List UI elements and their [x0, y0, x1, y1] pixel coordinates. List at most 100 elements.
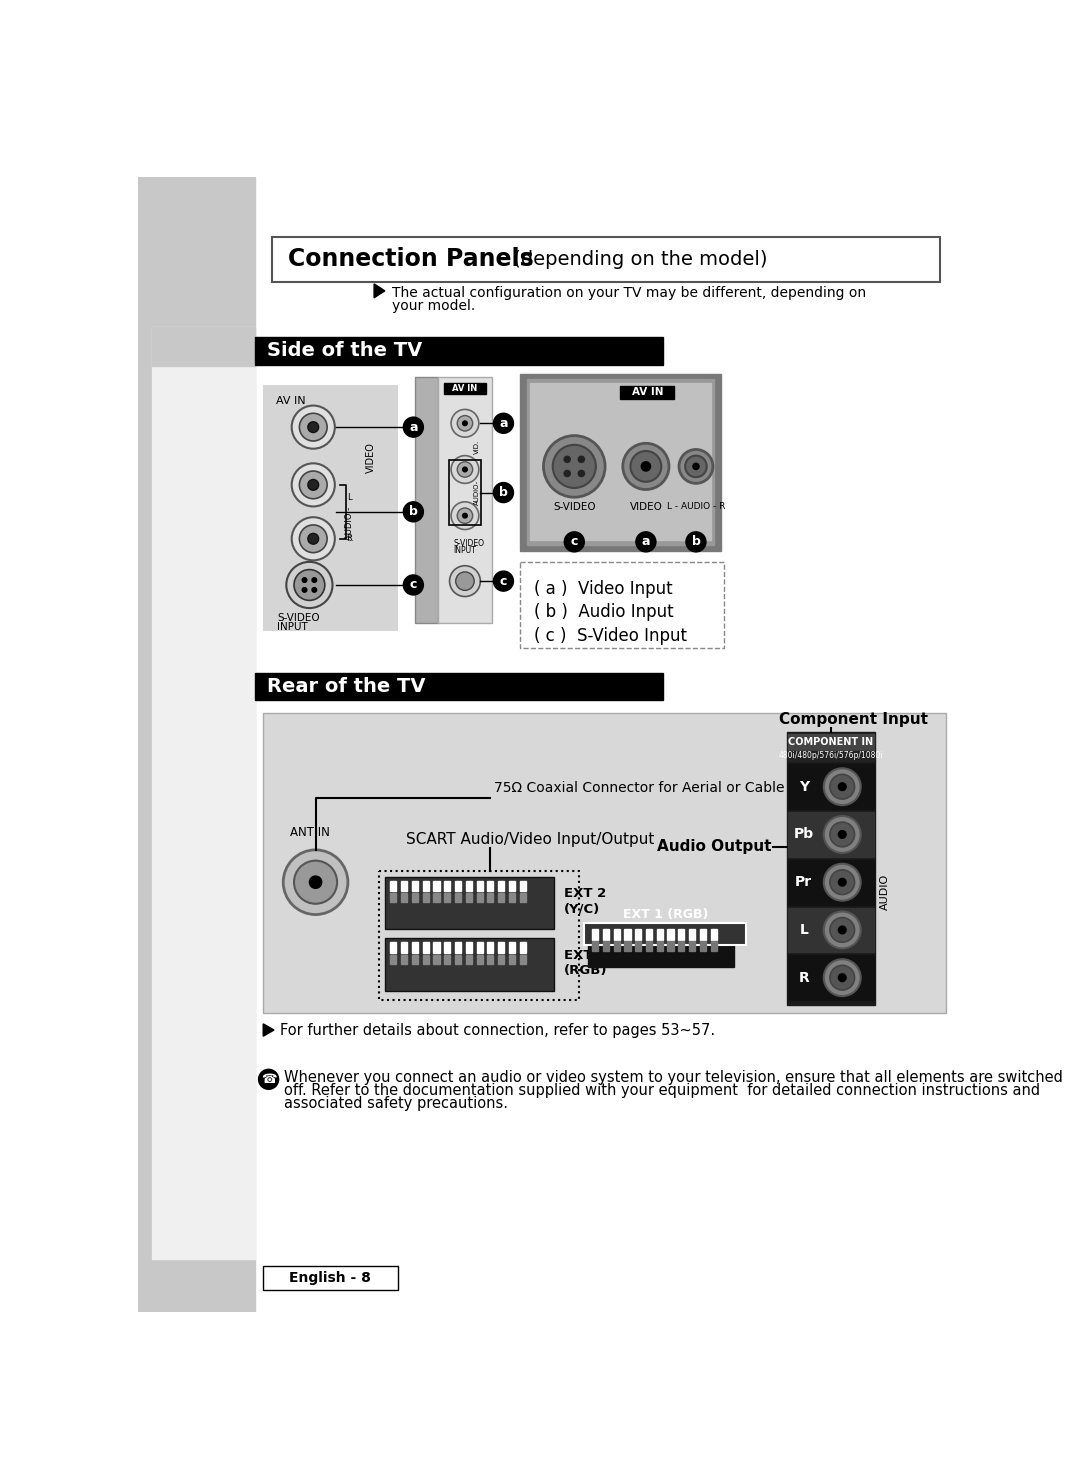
Circle shape: [312, 588, 316, 593]
Bar: [767, 672, 771, 700]
Bar: [786, 338, 789, 364]
Circle shape: [308, 479, 319, 491]
Circle shape: [299, 525, 327, 553]
Circle shape: [494, 482, 513, 503]
Circle shape: [824, 864, 861, 901]
Bar: [663, 338, 666, 364]
Bar: [384, 939, 554, 991]
Text: c: c: [409, 578, 417, 591]
Circle shape: [838, 783, 846, 790]
Bar: [710, 338, 713, 364]
Circle shape: [829, 870, 854, 895]
Bar: [806, 338, 809, 364]
Bar: [740, 338, 744, 364]
Text: Pr: Pr: [795, 876, 812, 889]
Bar: [735, 338, 740, 364]
Text: AV IN: AV IN: [275, 395, 306, 405]
Bar: [789, 338, 794, 364]
Circle shape: [451, 455, 478, 483]
Bar: [728, 338, 732, 364]
Circle shape: [451, 410, 478, 438]
Circle shape: [578, 457, 584, 463]
Bar: [801, 672, 806, 700]
Circle shape: [294, 569, 325, 600]
Bar: [711, 942, 717, 951]
Bar: [690, 338, 693, 364]
Bar: [700, 942, 706, 951]
Text: 480i/480p/576i/576p/1080i: 480i/480p/576i/576p/1080i: [779, 752, 883, 761]
Bar: [444, 383, 486, 394]
Bar: [390, 880, 396, 892]
Bar: [519, 942, 526, 954]
Text: VID.: VID.: [473, 439, 480, 454]
Bar: [683, 338, 686, 364]
Bar: [752, 338, 755, 364]
Bar: [705, 338, 710, 364]
Circle shape: [636, 532, 656, 551]
Text: c: c: [500, 575, 508, 588]
Bar: [487, 893, 494, 902]
Bar: [744, 338, 747, 364]
Text: ( b )  Audio Input: ( b ) Audio Input: [535, 603, 674, 622]
Circle shape: [838, 831, 846, 839]
Text: AUDIO-: AUDIO-: [473, 481, 480, 506]
Bar: [519, 880, 526, 892]
Bar: [809, 338, 813, 364]
Bar: [809, 672, 813, 700]
Bar: [855, 672, 860, 700]
Bar: [646, 929, 652, 940]
Bar: [798, 672, 801, 700]
Bar: [867, 672, 870, 700]
Bar: [788, 859, 874, 905]
Text: a: a: [642, 535, 650, 548]
Bar: [759, 672, 762, 700]
Bar: [465, 942, 472, 954]
Bar: [878, 338, 882, 364]
Bar: [794, 338, 798, 364]
Bar: [821, 672, 824, 700]
Bar: [509, 893, 515, 902]
Bar: [717, 338, 720, 364]
Text: a: a: [499, 417, 508, 430]
Bar: [603, 942, 609, 951]
Text: AUDIO: AUDIO: [880, 873, 890, 909]
Bar: [698, 672, 701, 700]
Text: L: L: [799, 923, 808, 937]
Bar: [621, 386, 674, 398]
Text: EXT 3
(RGB): EXT 3 (RGB): [564, 949, 607, 977]
Bar: [890, 672, 894, 700]
Bar: [449, 460, 481, 525]
Bar: [806, 672, 809, 700]
Bar: [717, 672, 720, 700]
Bar: [151, 327, 255, 1259]
Bar: [498, 942, 504, 954]
Bar: [686, 338, 690, 364]
Bar: [411, 880, 418, 892]
Bar: [816, 338, 821, 364]
Bar: [635, 929, 642, 940]
Circle shape: [457, 416, 473, 430]
Bar: [657, 942, 663, 951]
Bar: [771, 338, 774, 364]
Bar: [705, 672, 710, 700]
Bar: [151, 327, 255, 366]
Bar: [744, 672, 747, 700]
Text: b: b: [691, 535, 701, 548]
Bar: [422, 893, 429, 902]
Bar: [851, 338, 855, 364]
Bar: [674, 672, 678, 700]
Bar: [433, 893, 440, 902]
Bar: [272, 237, 940, 282]
Text: COMPONENT IN: COMPONENT IN: [788, 737, 874, 747]
Text: INPUT: INPUT: [278, 622, 308, 632]
Bar: [875, 672, 878, 700]
Circle shape: [824, 960, 861, 996]
Bar: [824, 672, 828, 700]
Bar: [657, 929, 663, 940]
Circle shape: [543, 436, 605, 497]
Bar: [455, 893, 461, 902]
Bar: [851, 672, 855, 700]
Bar: [415, 377, 438, 624]
Bar: [667, 929, 674, 940]
Bar: [411, 942, 418, 954]
